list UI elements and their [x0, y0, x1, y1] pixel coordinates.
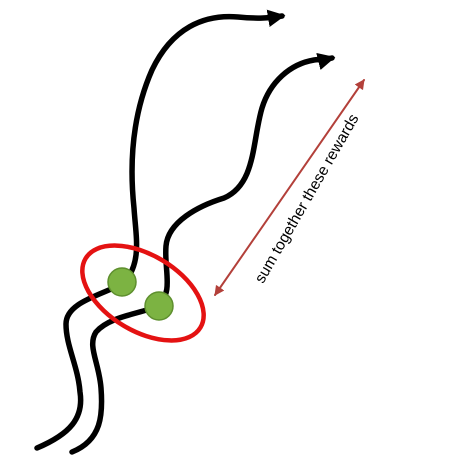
reward-span-double-arrow [214, 79, 365, 296]
highlight-ellipse [80, 243, 206, 343]
trajectory-2-path [69, 52, 336, 455]
state-marker-upper [107, 267, 137, 297]
reward-sum-label: sum together these rewards [252, 111, 363, 286]
state-marker-lower [144, 291, 174, 321]
trajectory-1-path [34, 9, 286, 451]
